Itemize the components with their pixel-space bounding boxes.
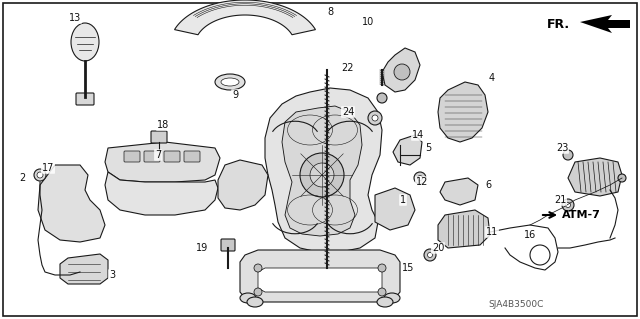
Text: 18: 18 — [157, 120, 169, 130]
FancyBboxPatch shape — [124, 151, 140, 162]
Circle shape — [414, 172, 426, 184]
Circle shape — [562, 199, 574, 211]
Polygon shape — [568, 158, 622, 196]
Text: 12: 12 — [416, 177, 428, 187]
Text: 8: 8 — [327, 7, 333, 17]
Text: 17: 17 — [42, 163, 54, 173]
Polygon shape — [258, 268, 382, 292]
Text: 5: 5 — [425, 143, 431, 153]
FancyBboxPatch shape — [151, 131, 167, 143]
Circle shape — [300, 153, 344, 197]
Ellipse shape — [221, 78, 239, 86]
Polygon shape — [240, 250, 400, 302]
Text: 10: 10 — [362, 17, 374, 27]
Polygon shape — [60, 254, 108, 284]
Polygon shape — [105, 142, 220, 182]
Polygon shape — [265, 88, 382, 252]
Ellipse shape — [384, 293, 400, 303]
Text: 15: 15 — [402, 263, 414, 273]
Ellipse shape — [240, 293, 256, 303]
Circle shape — [37, 172, 43, 178]
Circle shape — [394, 64, 410, 80]
Text: 13: 13 — [69, 13, 81, 23]
Polygon shape — [282, 106, 362, 236]
Polygon shape — [393, 135, 422, 165]
Text: 7: 7 — [155, 150, 161, 160]
Circle shape — [378, 264, 386, 272]
Circle shape — [618, 174, 626, 182]
Polygon shape — [580, 15, 630, 33]
Polygon shape — [440, 178, 478, 205]
Text: 1: 1 — [400, 195, 406, 205]
Circle shape — [377, 93, 387, 103]
FancyBboxPatch shape — [164, 151, 180, 162]
Text: 22: 22 — [342, 63, 355, 73]
Circle shape — [254, 264, 262, 272]
Circle shape — [372, 115, 378, 121]
Text: 21: 21 — [554, 195, 566, 205]
Polygon shape — [218, 160, 268, 210]
Circle shape — [34, 169, 46, 181]
Text: 3: 3 — [109, 270, 115, 280]
Ellipse shape — [247, 297, 263, 307]
Polygon shape — [375, 188, 415, 230]
Text: 20: 20 — [432, 243, 444, 253]
Circle shape — [563, 150, 573, 160]
Polygon shape — [438, 210, 490, 248]
Text: 11: 11 — [486, 227, 498, 237]
Polygon shape — [105, 172, 218, 215]
Text: 14: 14 — [412, 130, 424, 140]
Text: SJA4B3500C: SJA4B3500C — [488, 300, 543, 309]
Circle shape — [566, 203, 570, 207]
FancyBboxPatch shape — [184, 151, 200, 162]
FancyBboxPatch shape — [221, 239, 235, 251]
Polygon shape — [175, 0, 316, 35]
Text: 6: 6 — [485, 180, 491, 190]
Text: 23: 23 — [556, 143, 568, 153]
Circle shape — [310, 163, 334, 187]
FancyBboxPatch shape — [144, 151, 160, 162]
Text: 16: 16 — [524, 230, 536, 240]
Polygon shape — [438, 82, 488, 142]
Text: 2: 2 — [19, 173, 25, 183]
Text: ATM-7: ATM-7 — [562, 210, 601, 220]
Text: 24: 24 — [342, 107, 354, 117]
Text: 9: 9 — [232, 90, 238, 100]
Ellipse shape — [71, 23, 99, 61]
Text: FR.: FR. — [547, 19, 570, 32]
FancyBboxPatch shape — [76, 93, 94, 105]
Polygon shape — [38, 165, 105, 242]
Circle shape — [378, 288, 386, 296]
Text: 19: 19 — [196, 243, 208, 253]
Circle shape — [428, 253, 433, 257]
Text: 4: 4 — [489, 73, 495, 83]
Polygon shape — [382, 48, 420, 92]
Circle shape — [417, 175, 422, 181]
Ellipse shape — [377, 297, 393, 307]
Ellipse shape — [215, 74, 245, 90]
Circle shape — [254, 288, 262, 296]
Circle shape — [368, 111, 382, 125]
Circle shape — [424, 249, 436, 261]
